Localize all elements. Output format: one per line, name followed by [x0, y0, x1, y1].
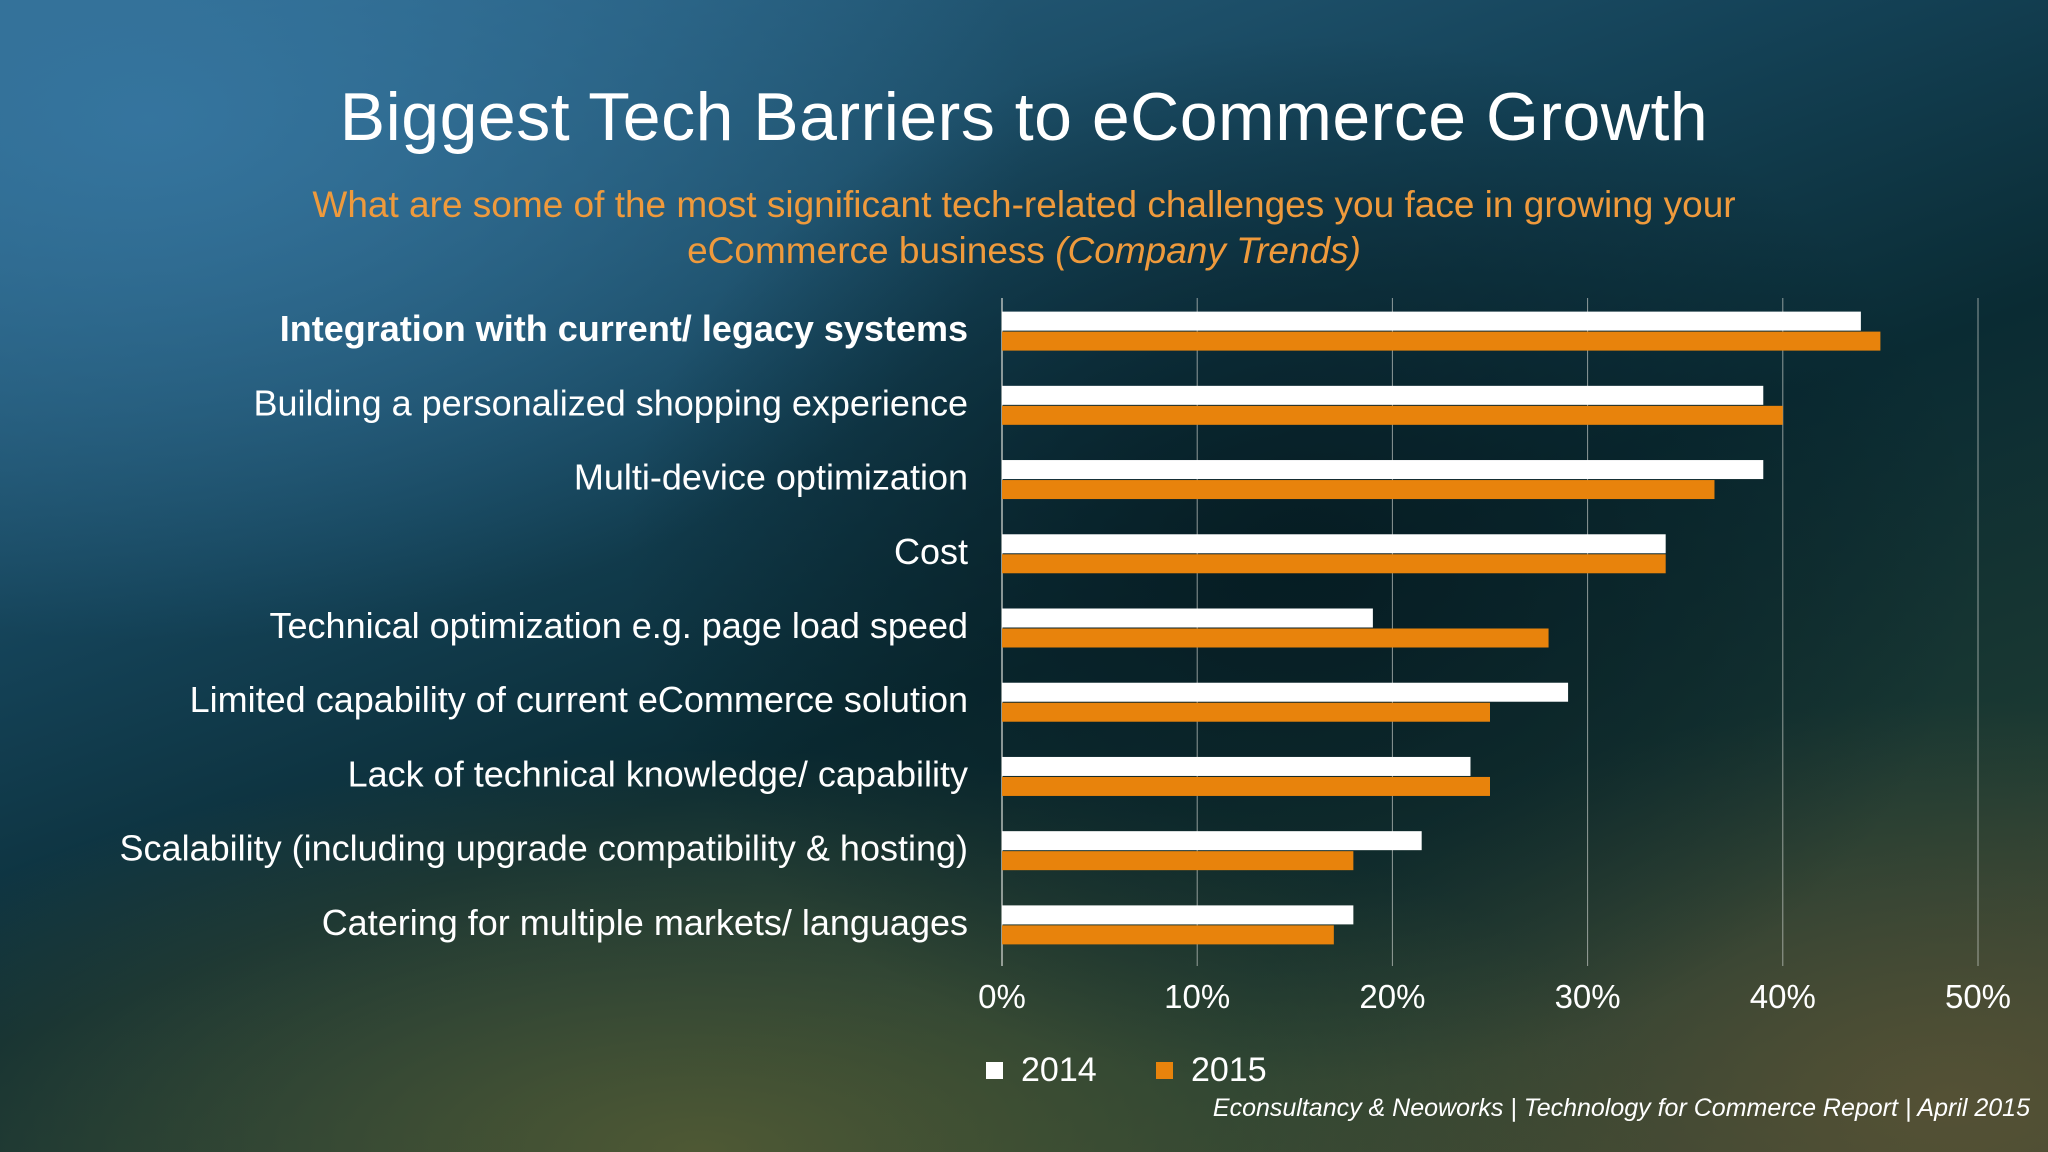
bar-2015	[1002, 776, 1490, 796]
category-label: Limited capability of current eCommerce …	[190, 679, 968, 720]
x-tick-label: 20%	[1359, 978, 1425, 1015]
subtitle-line-2-text: eCommerce business	[687, 230, 1045, 271]
x-tick-label: 0%	[978, 978, 1026, 1015]
x-tick-label: 50%	[1945, 978, 2011, 1015]
category-label: Multi-device optimization	[574, 457, 968, 498]
subtitle-line-1: What are some of the most significant te…	[312, 184, 1736, 225]
category-label: Lack of technical knowledge/ capability	[348, 753, 968, 794]
legend-swatch-2015	[1156, 1061, 1173, 1079]
bar-2015	[1002, 405, 1783, 425]
category-label: Catering for multiple markets/ languages	[322, 902, 968, 943]
x-tick-label: 10%	[1164, 978, 1230, 1015]
category-label: Integration with current/ legacy systems	[280, 308, 968, 349]
category-label: Scalability (including upgrade compatibi…	[120, 828, 968, 869]
subtitle-line-2: eCommerce business (Company Trends)	[0, 228, 2048, 274]
category-label: Building a personalized shopping experie…	[254, 382, 969, 423]
bar-2014	[1002, 534, 1666, 554]
bar-2014	[1002, 385, 1764, 405]
x-tick-label: 30%	[1555, 978, 1621, 1015]
slide-title: Biggest Tech Barriers to eCommerce Growt…	[339, 79, 1709, 155]
bar-2015	[1002, 851, 1354, 871]
slide-subtitle: What are some of the most significant te…	[0, 182, 2048, 274]
legend-label-2015: 2015	[1191, 1050, 1267, 1089]
legend-swatch-2014	[986, 1061, 1003, 1079]
bar-2015	[1002, 628, 1549, 648]
bar-2014	[1002, 831, 1422, 851]
x-tick-label: 40%	[1750, 978, 1816, 1015]
bar-2015	[1002, 480, 1715, 500]
bar-2014	[1002, 682, 1569, 702]
bar-2014	[1002, 460, 1764, 480]
subtitle-qualifier: (Company Trends)	[1055, 230, 1361, 271]
category-label: Technical optimization e.g. page load sp…	[270, 605, 968, 646]
bar-2015	[1002, 331, 1881, 351]
category-label: Cost	[894, 531, 968, 572]
bar-2015	[1002, 702, 1490, 722]
legend-label-2014: 2014	[1021, 1050, 1097, 1089]
bar-2014	[1002, 608, 1373, 628]
bar-2014	[1002, 905, 1354, 925]
bar-2015	[1002, 554, 1666, 574]
bar-2014	[1002, 756, 1471, 776]
legend-item-2015: 2015	[1156, 1050, 1267, 1090]
source-citation: Econsultancy & Neoworks | Technology for…	[1212, 1094, 2030, 1122]
bar-2014	[1002, 311, 1861, 331]
legend-item-2014: 2014	[986, 1050, 1097, 1090]
bar-2015	[1002, 925, 1334, 945]
